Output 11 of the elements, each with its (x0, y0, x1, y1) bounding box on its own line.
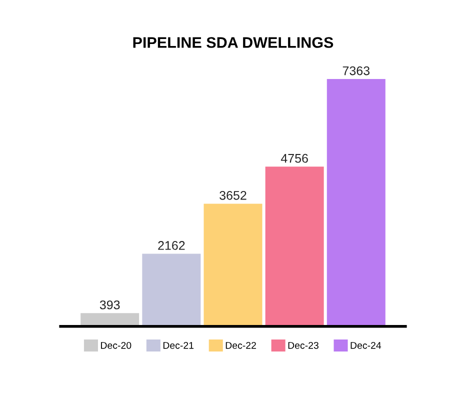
data-label: 4756 (280, 154, 308, 163)
legend-label: Dec-24 (350, 342, 382, 349)
legend-label: Dec-20 (101, 342, 132, 349)
legend-label: Dec-22 (226, 342, 256, 349)
data-label: 2162 (158, 241, 185, 250)
data-label: 7363 (342, 66, 370, 76)
chart-title: PIPELINE SDA DWELLINGS (133, 37, 334, 48)
legend-label: Dec-21 (163, 342, 194, 349)
data-label: 393 (100, 300, 120, 310)
legend-label: Dec-23 (288, 342, 318, 349)
data-label: 3652 (220, 190, 246, 200)
